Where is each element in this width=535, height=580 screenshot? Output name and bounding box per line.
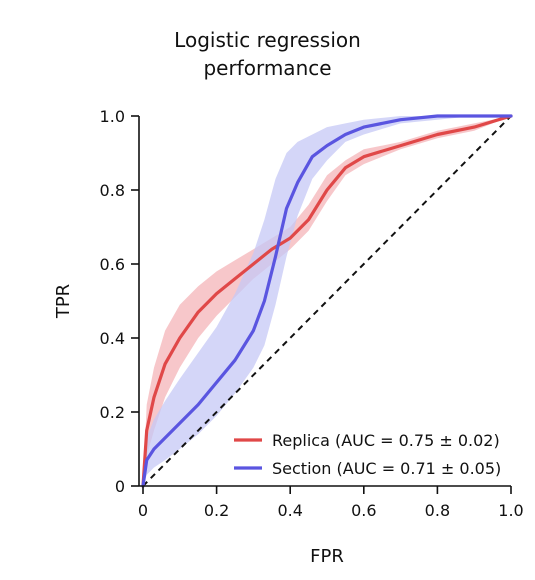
x-tick-label: 0.6: [351, 501, 376, 520]
x-tick-label: 0.8: [425, 501, 450, 520]
chart-title-line-1: Logistic regression: [174, 28, 361, 52]
y-axis-label: TPR: [53, 284, 74, 319]
x-tick-label: 0: [138, 501, 148, 520]
y-tick-label: 0.4: [100, 329, 125, 348]
y-tick-label: 0.6: [100, 255, 125, 274]
y-tick-label: 0.2: [100, 403, 125, 422]
legend-label-0: Replica (AUC = 0.75 ± 0.02): [272, 431, 500, 450]
chance-diagonal-line: [142, 115, 512, 487]
series-1-band: [143, 116, 511, 486]
chart-title-line-2: performance: [203, 56, 332, 80]
x-tick-label: 0.4: [277, 501, 302, 520]
x-axis-label: FPR: [310, 546, 344, 567]
y-tick-label: 0.8: [100, 181, 125, 200]
x-tick-label: 0.2: [204, 501, 229, 520]
y-tick-label: 0: [115, 477, 125, 496]
series-0-line: [141, 114, 513, 488]
series-1-line: [141, 114, 513, 488]
y-tick-label: 1.0: [100, 107, 125, 126]
legend-label-1: Section (AUC = 0.71 ± 0.05): [272, 459, 501, 478]
x-tick-label: 1.0: [498, 501, 523, 520]
